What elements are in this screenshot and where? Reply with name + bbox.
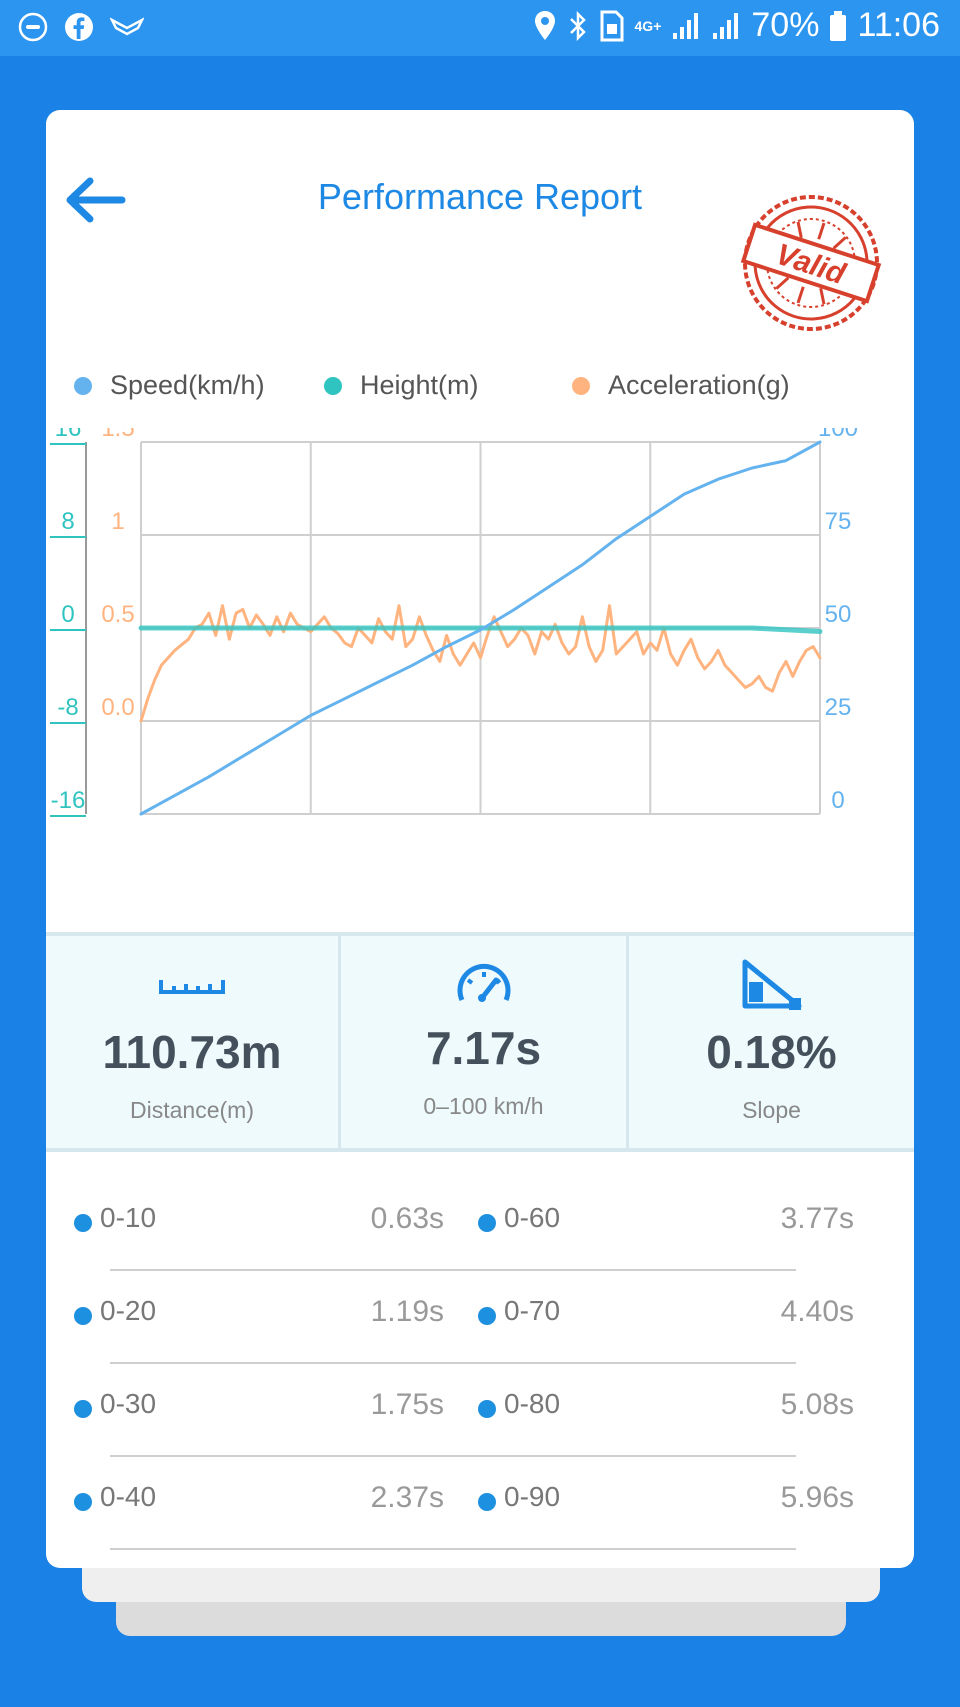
bullet-dot <box>478 1214 496 1232</box>
stat-value: 110.73m <box>102 1026 282 1078</box>
split-time: 0.63s <box>370 1202 444 1235</box>
split-time: 1.19s <box>370 1295 444 1328</box>
split-range: 0-80 <box>504 1388 561 1419</box>
stats-strip: 110.73m Distance(m) 7.17s 0–100 km/h 0.1… <box>46 932 914 1152</box>
split-cell: 0-90 5.96s <box>478 1481 854 1521</box>
stat-label: 0–100 km/h <box>423 1093 544 1119</box>
legend-dot <box>572 376 590 395</box>
ruler-icon <box>159 980 225 994</box>
stat-value: 7.17s <box>425 1022 542 1074</box>
legend-dot <box>324 376 342 395</box>
bullet-dot <box>478 1400 496 1418</box>
split-time: 5.08s <box>780 1388 854 1421</box>
split-time: 4.40s <box>780 1295 854 1328</box>
bullet-dot <box>74 1400 92 1418</box>
stat-slope: 0.18% Slope <box>629 936 914 1148</box>
performance-chart: 16 8 0 -8 -16 1.5 1 0.5 0.0 100 75 50 25 0 <box>50 428 858 817</box>
sim-icon <box>600 10 624 41</box>
split-cell: 0-80 5.08s <box>478 1388 854 1428</box>
stat-label: Distance(m) <box>130 1097 254 1123</box>
split-range: 0-20 <box>100 1295 157 1326</box>
slope-icon <box>742 959 801 1010</box>
app-circle-icon <box>18 12 48 42</box>
height-tick-label: 0 <box>61 601 74 628</box>
chart-legend: Speed(km/h) Height(m) Acceleration(g) <box>46 370 914 420</box>
stat-label: Slope <box>742 1097 801 1123</box>
legend-item-speed: Speed(km/h) <box>74 370 265 401</box>
split-range: 0-60 <box>504 1202 561 1233</box>
stat-distance: 110.73m Distance(m) <box>46 936 338 1148</box>
signal-icon <box>673 12 699 39</box>
bullet-dot <box>74 1214 92 1232</box>
arrow-left-icon[interactable] <box>64 176 128 224</box>
battery-percent: 70% <box>751 6 820 44</box>
speed-tick-label: 50 <box>825 601 852 628</box>
legend-label: Speed(km/h) <box>110 370 265 400</box>
speed-series-line <box>139 440 822 816</box>
height-tick-label: 8 <box>61 508 74 535</box>
bullet-dot <box>478 1493 496 1511</box>
split-cell: 0-20 1.19s <box>74 1295 444 1335</box>
row-divider <box>110 1455 796 1457</box>
facebook-icon <box>65 13 93 41</box>
legend-dot <box>74 376 92 395</box>
speedometer-icon <box>457 963 510 1002</box>
table-row: 0-40 2.37s 0-90 5.96s <box>46 1459 914 1552</box>
split-range: 0-10 <box>100 1202 157 1233</box>
acceleration-tick-label: 0.0 <box>101 694 134 721</box>
split-cell: 0-30 1.75s <box>74 1388 444 1428</box>
legend-label: Height(m) <box>360 370 479 400</box>
stat-value: 0.18% <box>706 1026 837 1078</box>
speed-tick-label: 75 <box>825 508 852 535</box>
legend-item-height: Height(m) <box>324 370 479 401</box>
speed-tick-label: 100 <box>818 428 858 442</box>
battery-icon <box>830 10 847 41</box>
split-range: 0-30 <box>100 1388 157 1419</box>
page-title: Performance Report <box>317 176 643 217</box>
divider <box>338 936 341 1148</box>
acceleration-tick-label: 1 <box>111 508 124 535</box>
table-row: 0-30 1.75s 0-80 5.08s <box>46 1366 914 1459</box>
split-range: 0-90 <box>504 1481 561 1512</box>
acceleration-tick-label: 1.5 <box>101 428 134 442</box>
report-card: Performance Report Valid Speed(km/h) Hei… <box>46 110 914 1568</box>
split-cell: 0-70 4.40s <box>478 1295 854 1335</box>
split-cell: 0-10 0.63s <box>74 1202 444 1242</box>
row-divider <box>110 1269 796 1271</box>
acceleration-tick-label: 0.5 <box>101 601 134 628</box>
location-icon <box>534 10 555 40</box>
speed-tick-label: 0 <box>831 787 844 814</box>
bluetooth-icon <box>569 10 586 41</box>
split-time: 5.96s <box>780 1481 854 1514</box>
status-bar: 4G+ 70% 11:06 <box>0 0 960 56</box>
row-divider <box>110 1548 796 1550</box>
split-range: 0-40 <box>100 1481 157 1512</box>
stat-acceleration-time: 7.17s 0–100 km/h <box>341 936 626 1148</box>
table-row: 0-10 0.63s 0-60 3.77s <box>46 1180 914 1273</box>
height-series-line <box>138 625 823 634</box>
bullet-dot <box>74 1493 92 1511</box>
signal-icon <box>713 12 739 39</box>
bullet-dot <box>478 1307 496 1325</box>
split-cell: 0-60 3.77s <box>478 1202 854 1242</box>
row-divider <box>110 1362 796 1364</box>
split-time: 3.77s <box>780 1202 854 1235</box>
split-range: 0-70 <box>504 1295 561 1326</box>
legend-label: Acceleration(g) <box>608 370 790 400</box>
split-time: 2.37s <box>370 1481 444 1514</box>
table-row: 0-20 1.19s 0-70 4.40s <box>46 1273 914 1366</box>
valid-stamp: Valid <box>740 195 882 331</box>
divider <box>626 936 629 1148</box>
split-cell: 0-40 2.37s <box>74 1481 444 1521</box>
bird-icon <box>110 17 144 36</box>
network-type: 4G+ <box>634 17 662 34</box>
bullet-dot <box>74 1307 92 1325</box>
legend-item-acceleration: Acceleration(g) <box>572 370 790 401</box>
split-time: 1.75s <box>370 1388 444 1421</box>
speed-tick-label: 25 <box>825 694 852 721</box>
height-tick-label: -8 <box>57 694 78 721</box>
clock: 11:06 <box>857 6 940 44</box>
height-tick-label: 16 <box>55 428 82 442</box>
height-tick-label: -16 <box>51 787 86 814</box>
